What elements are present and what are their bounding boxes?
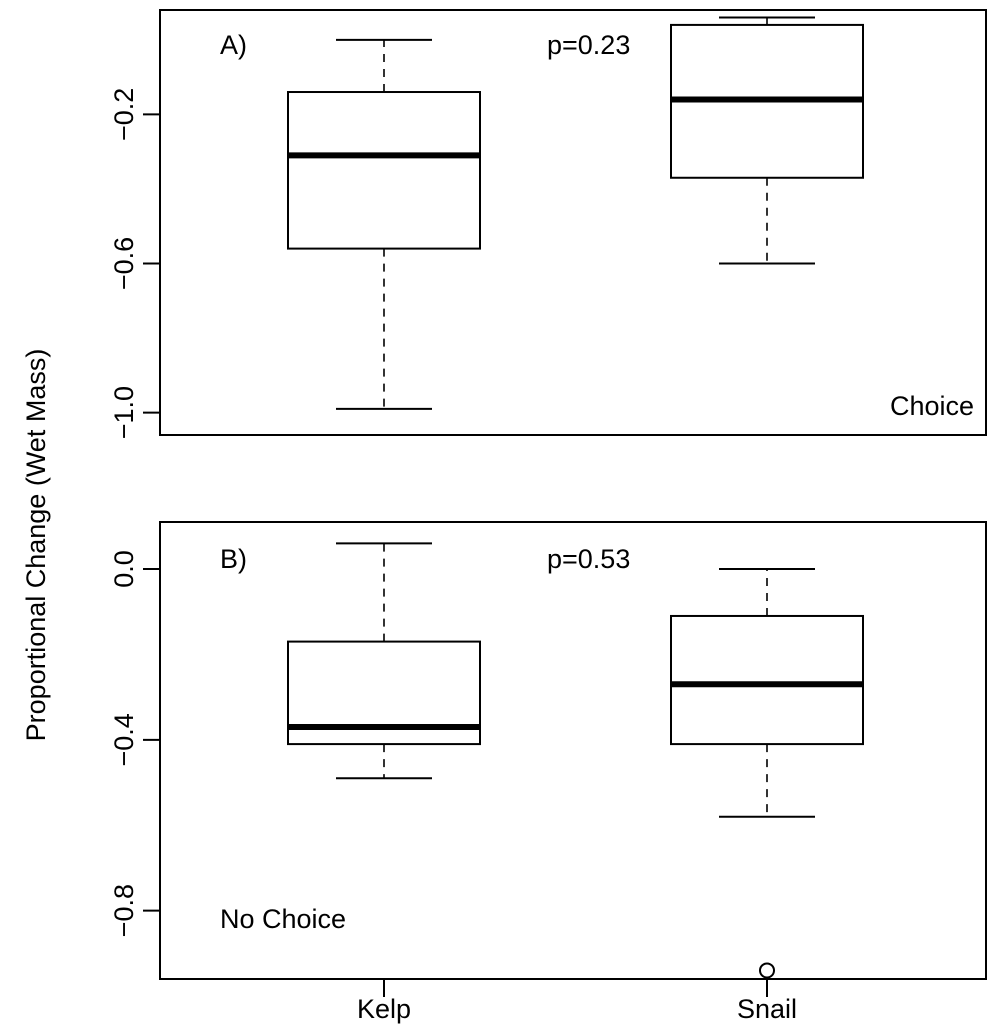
p-value-annotation-a: p=0.23 bbox=[547, 30, 630, 60]
y-tick-label-a-0: −1.0 bbox=[109, 386, 139, 439]
x-tick-label-kelp: Kelp bbox=[357, 994, 411, 1024]
y-tick-label-a-2: −0.2 bbox=[109, 88, 139, 141]
y-axis-a: −1.0 −0.6 −0.2 bbox=[109, 88, 160, 439]
panel-a: −1.0 −0.6 −0.2 A) p=0.23 Choice bbox=[109, 9, 987, 439]
y-tick-label-b-2: 0.0 bbox=[109, 550, 139, 588]
outlier-snail-b-0 bbox=[759, 962, 775, 979]
plot-frame-a bbox=[159, 9, 987, 436]
panel-b: −0.8 −0.4 0.0 B) p=0.53 No Choice bbox=[109, 521, 987, 980]
y-tick-label-b-1: −0.4 bbox=[109, 713, 139, 766]
boxes-a bbox=[287, 16, 864, 410]
plot-frame-b bbox=[159, 521, 987, 980]
y-tick-label-a-1: −0.6 bbox=[109, 237, 139, 290]
condition-label-a: Choice bbox=[890, 391, 974, 421]
panel-label-b: B) bbox=[220, 544, 247, 574]
box-kelp-a bbox=[287, 91, 481, 250]
x-tick-label-snail: Snail bbox=[737, 994, 797, 1024]
boxes-b bbox=[287, 542, 864, 979]
y-axis-b: −0.8 −0.4 0.0 bbox=[109, 550, 160, 937]
box-snail-b bbox=[670, 614, 864, 746]
panel-label-a: A) bbox=[220, 30, 247, 60]
p-value-annotation-b: p=0.53 bbox=[547, 544, 630, 574]
y-tick-label-b-0: −0.8 bbox=[109, 884, 139, 937]
y-axis-title: Proportional Change (Wet Mass) bbox=[21, 349, 51, 742]
condition-label-b: No Choice bbox=[220, 904, 346, 934]
x-axis: Kelp Snail bbox=[357, 979, 797, 1024]
